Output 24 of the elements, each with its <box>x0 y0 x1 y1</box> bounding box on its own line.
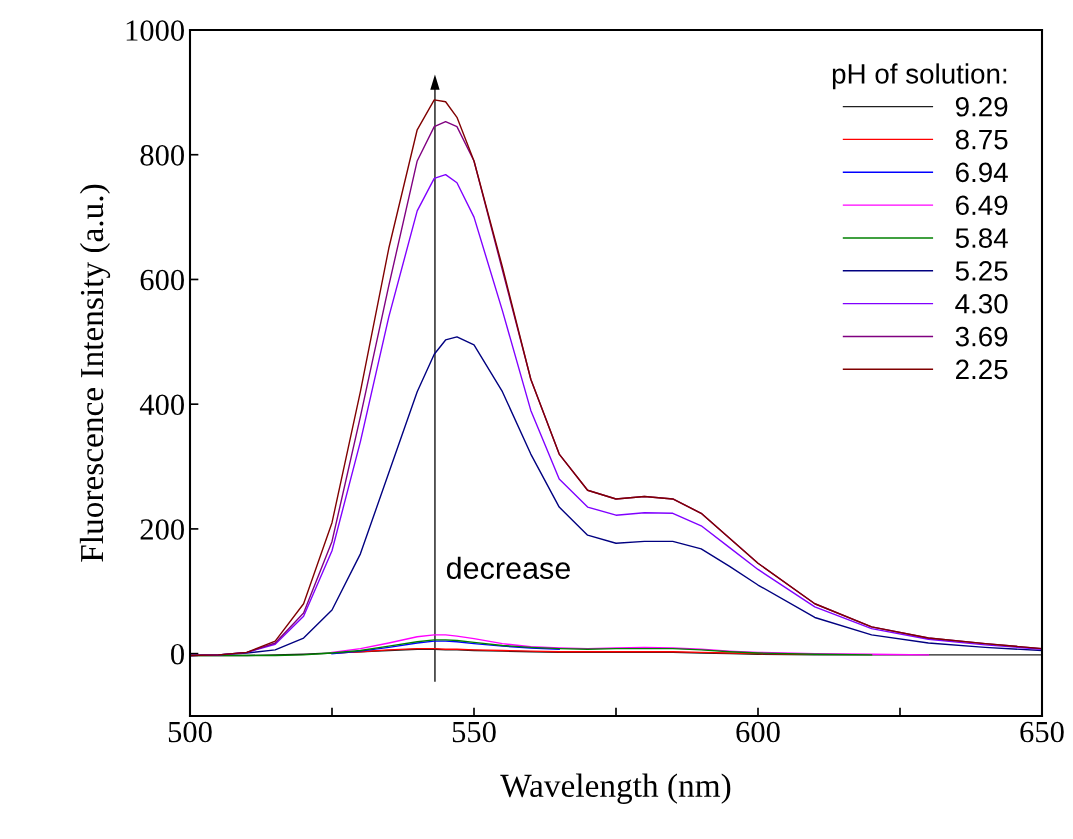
x-tick-label: 550 <box>452 721 496 743</box>
y-tick-label: 600 <box>140 269 184 291</box>
x-tick-label: 500 <box>168 721 212 743</box>
legend-label: 5.84 <box>955 228 1008 248</box>
x-tick-label: 600 <box>736 721 780 743</box>
x-axis-title: Wavelength (nm) <box>500 773 731 804</box>
legend-label: 3.69 <box>955 326 1008 347</box>
legend-label: 2.25 <box>956 359 1008 380</box>
y-tick-label: 0 <box>171 643 184 665</box>
legend-label: 5.25 <box>955 261 1008 281</box>
y-tick-label: 200 <box>140 519 184 540</box>
legend-label: 6.94 <box>956 162 1008 183</box>
line-series <box>331 640 560 655</box>
y-tick-label: 800 <box>140 145 184 166</box>
legend-label: 4.30 <box>955 293 1008 314</box>
y-axis-title: Fluorescence Intensity (a.u.) <box>79 184 111 562</box>
legend-title: pH of solution: <box>832 63 1007 90</box>
y-tick-label: 1000 <box>126 20 184 41</box>
y-tick-label: 400 <box>139 394 184 416</box>
legend-label: 6.49 <box>956 195 1008 216</box>
x-tick-label: 650 <box>1020 721 1064 743</box>
legend-label: 8.75 <box>955 129 1008 150</box>
legend-label: 9.29 <box>955 96 1008 117</box>
annotation: decrease <box>446 556 570 580</box>
